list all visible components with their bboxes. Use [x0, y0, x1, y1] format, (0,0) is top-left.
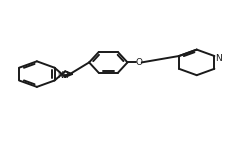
Text: NH: NH	[57, 71, 69, 80]
Text: O: O	[135, 58, 142, 67]
Text: N: N	[215, 54, 222, 63]
